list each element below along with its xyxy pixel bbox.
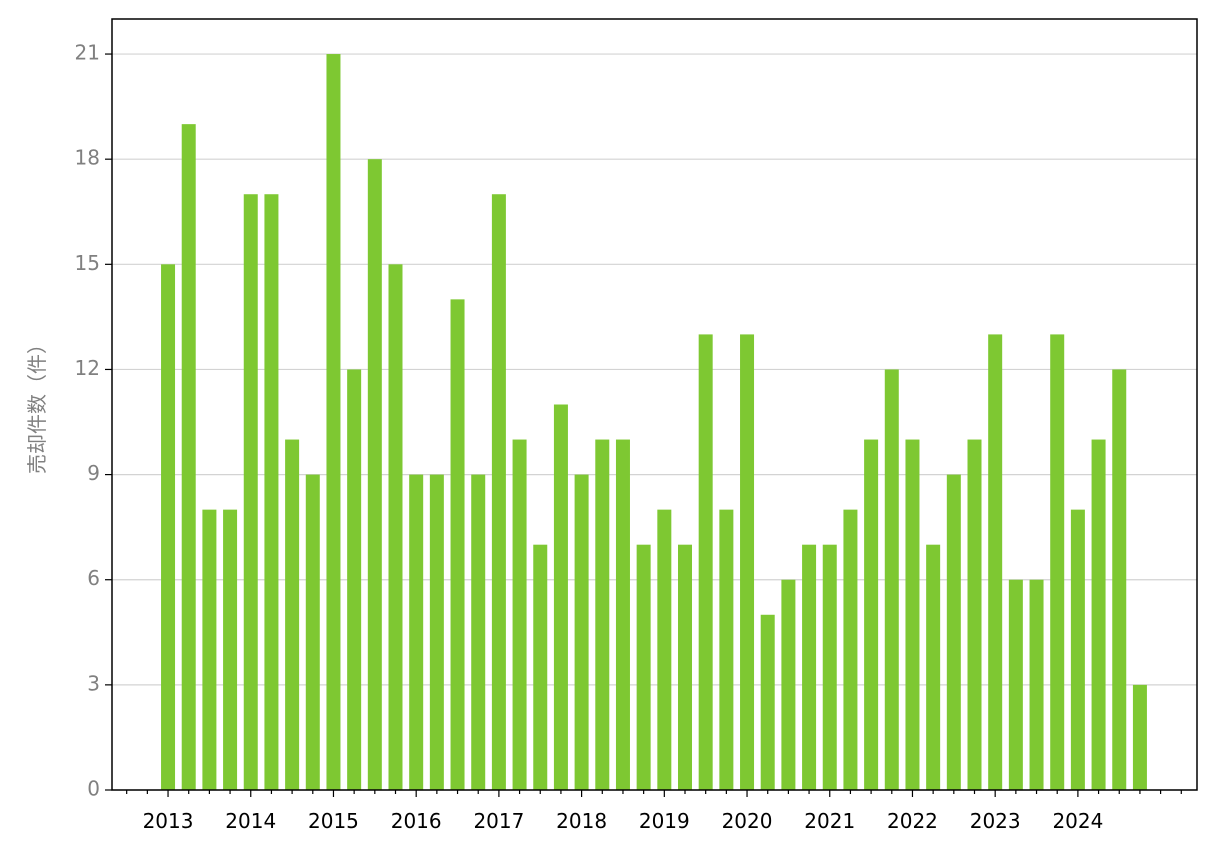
bar [864,439,879,790]
bar [512,439,527,790]
y-tick-label: 21 [75,41,100,65]
x-tick-label: 2021 [804,809,855,833]
bar [243,194,258,790]
bar [1132,684,1147,790]
bar [595,439,610,790]
x-tick-label: 2014 [225,809,276,833]
x-tick-label: 2019 [639,809,690,833]
x-tick-label: 2017 [473,809,524,833]
x-tick-label: 2024 [1052,809,1103,833]
bar [367,159,382,790]
bar [926,544,941,790]
y-tick-label: 0 [87,777,100,801]
bar [347,369,362,790]
bar [450,299,465,790]
y-tick-label: 12 [75,356,100,380]
bar [760,614,775,790]
bar [1008,579,1023,790]
y-tick-label: 15 [75,251,100,275]
bar [946,474,961,790]
bar [615,439,630,790]
y-axis-label: 売却件数（件） [25,334,49,474]
y-tick-label: 3 [87,671,100,695]
bar [388,264,403,790]
bar [1112,369,1127,790]
bar [471,474,486,790]
bar [802,544,817,790]
y-tick-label: 6 [87,566,100,590]
x-tick-label: 2013 [143,809,194,833]
bar [161,264,176,790]
bar [905,439,920,790]
bar [491,194,506,790]
bar [553,404,568,790]
bar [574,474,589,790]
bar [285,439,300,790]
bar [202,509,217,790]
x-tick-label: 2023 [970,809,1021,833]
x-tick-label: 2020 [722,809,773,833]
bar [264,194,279,790]
bar [967,439,982,790]
bar [740,334,755,790]
x-tick-label: 2018 [556,809,607,833]
bar [719,509,734,790]
bar [1070,509,1085,790]
y-tick-label: 18 [75,146,100,170]
x-tick-label: 2015 [308,809,359,833]
bar [822,544,837,790]
bar [1029,579,1044,790]
bar [698,334,713,790]
bar [884,369,899,790]
bar [1091,439,1106,790]
y-tick-label: 9 [87,461,100,485]
x-tick-label: 2016 [391,809,442,833]
bar [429,474,444,790]
bar [533,544,548,790]
bar [988,334,1003,790]
bar [843,509,858,790]
bar [305,474,320,790]
bar [223,509,238,790]
bar [781,579,796,790]
bar [1050,334,1065,790]
x-tick-label: 2022 [887,809,938,833]
plot-frame [111,18,1198,791]
bar [181,124,196,791]
bar [409,474,424,790]
bar [326,54,341,790]
bar [636,544,651,790]
bar [657,509,672,790]
bar [678,544,693,790]
